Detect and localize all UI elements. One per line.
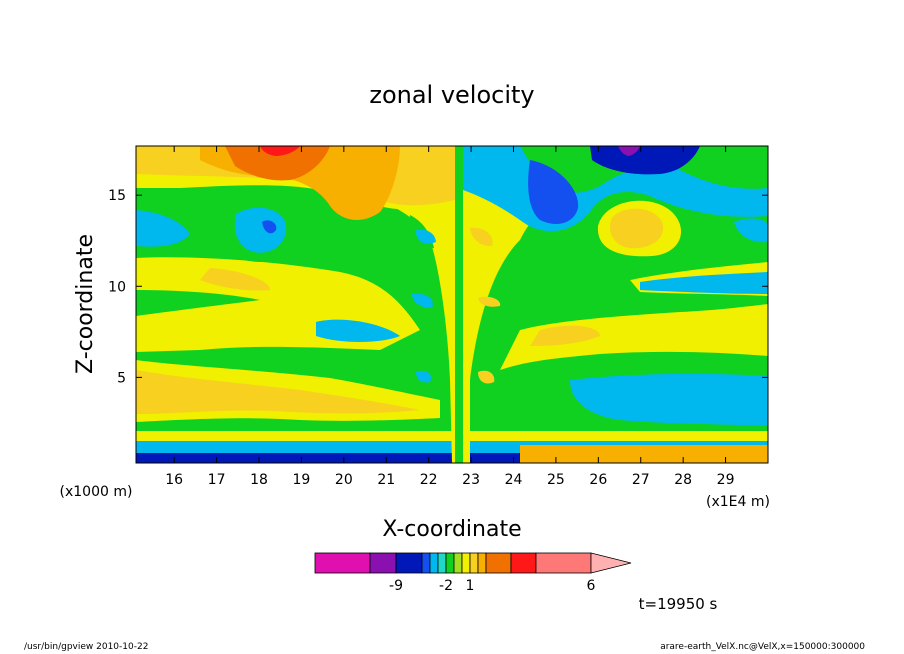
contour-right-cyan-mid bbox=[640, 272, 768, 294]
contour-left-blue-core bbox=[262, 220, 277, 234]
contour-upper-right-blue bbox=[528, 160, 579, 224]
contour-center-left-cyan bbox=[415, 229, 436, 244]
contour-center-small-cyan bbox=[416, 370, 432, 383]
colorbar: -9 -2 1 6 bbox=[314, 552, 632, 594]
contour-center-right-orange bbox=[470, 227, 493, 246]
contour-mid-right-orange bbox=[530, 325, 600, 346]
y-axis: 5 10 15 bbox=[108, 188, 768, 386]
contour-mid-left-orange bbox=[200, 268, 270, 291]
x-tick-label: 25 bbox=[547, 472, 565, 488]
x-tick-label: 27 bbox=[632, 472, 650, 488]
colorbar-segment bbox=[477, 552, 487, 574]
contour-right-orange-eddy bbox=[610, 208, 664, 249]
contour-upper-left-darkorange bbox=[225, 146, 330, 181]
contour-left-cyan-core bbox=[234, 207, 287, 253]
x-tick-label: 18 bbox=[250, 472, 268, 488]
contour-right-cyan-low bbox=[570, 373, 768, 426]
colorbar-segment bbox=[461, 552, 471, 574]
colorbar-tick-label: 6 bbox=[587, 578, 596, 594]
x-tick-label: 29 bbox=[717, 472, 735, 488]
y-tick-label: 10 bbox=[108, 279, 126, 295]
contour-mid-right-yellow bbox=[500, 304, 768, 370]
colorbar-segment bbox=[314, 552, 371, 574]
colorbar-tick-label: -2 bbox=[439, 578, 453, 594]
contour-center-left-cyan-2 bbox=[412, 293, 433, 308]
colorbar-extend-arrow bbox=[590, 552, 632, 574]
x-unit-label: (x1E4 m) bbox=[706, 494, 770, 510]
footer-left: /usr/bin/gpview 2010-10-22 bbox=[24, 642, 149, 652]
plot-area bbox=[135, 145, 769, 464]
y-tick-label: 5 bbox=[117, 370, 126, 386]
chart-title: zonal velocity bbox=[369, 81, 534, 109]
colorbar-segment bbox=[453, 552, 463, 574]
colorbar-segment bbox=[469, 552, 479, 574]
time-label: t=19950 s bbox=[639, 595, 718, 613]
x-tick-label: 19 bbox=[293, 472, 311, 488]
colorbar-segment bbox=[445, 552, 455, 574]
x-tick-label: 16 bbox=[165, 472, 183, 488]
contour-center-small-orange bbox=[478, 370, 495, 384]
colorbar-segment bbox=[395, 552, 423, 574]
x-axis-label: X-coordinate bbox=[382, 517, 521, 542]
colorbar-tick-label: -9 bbox=[389, 578, 403, 594]
y-unit-label: (x1000 m) bbox=[60, 484, 133, 500]
colorbar-segment bbox=[485, 552, 512, 574]
colorbar-segment bbox=[421, 552, 431, 574]
contour-upper-left-red bbox=[260, 146, 300, 156]
x-tick-label: 21 bbox=[377, 472, 395, 488]
contour-bottom-right-orange bbox=[520, 445, 768, 463]
y-tick-label: 15 bbox=[108, 188, 126, 204]
x-tick-label: 17 bbox=[208, 472, 226, 488]
x-tick-label: 28 bbox=[674, 472, 692, 488]
contour-upper-right-green bbox=[520, 146, 768, 193]
colorbar-tick-label: 1 bbox=[466, 578, 475, 594]
x-tick-label: 20 bbox=[335, 472, 353, 488]
colorbar-segment bbox=[437, 552, 447, 574]
contour-upper-right-darkblue bbox=[590, 146, 700, 175]
x-tick-label: 22 bbox=[420, 472, 438, 488]
contour-center-yellow bbox=[380, 146, 560, 463]
footer-right: arare-earth_VelX.nc@VelX,x=150000:300000 bbox=[660, 642, 865, 652]
contour-left-cyan-eddy bbox=[136, 210, 190, 247]
plot-frame bbox=[135, 145, 769, 464]
contour-center-divide bbox=[455, 146, 463, 463]
x-tick-label: 23 bbox=[462, 472, 480, 488]
x-tick-label: 26 bbox=[589, 472, 607, 488]
contour-mid-cyan-lens bbox=[316, 319, 400, 342]
contour-right-edge-cyan bbox=[734, 218, 768, 243]
x-axis: 16 17 18 19 20 21 22 23 24 25 26 27 28 29 bbox=[165, 146, 734, 488]
colorbar-segment bbox=[535, 552, 592, 574]
contour-lower-left-orange bbox=[136, 370, 420, 414]
y-axis-label: Z-coordinate bbox=[73, 234, 98, 374]
colorbar-segment bbox=[429, 552, 439, 574]
contour-upper-right-purple bbox=[618, 146, 640, 156]
contour-center-right-orange-2 bbox=[478, 296, 501, 307]
colorbar-segment bbox=[369, 552, 397, 574]
x-tick-label: 24 bbox=[505, 472, 523, 488]
colorbar-segment bbox=[510, 552, 537, 574]
